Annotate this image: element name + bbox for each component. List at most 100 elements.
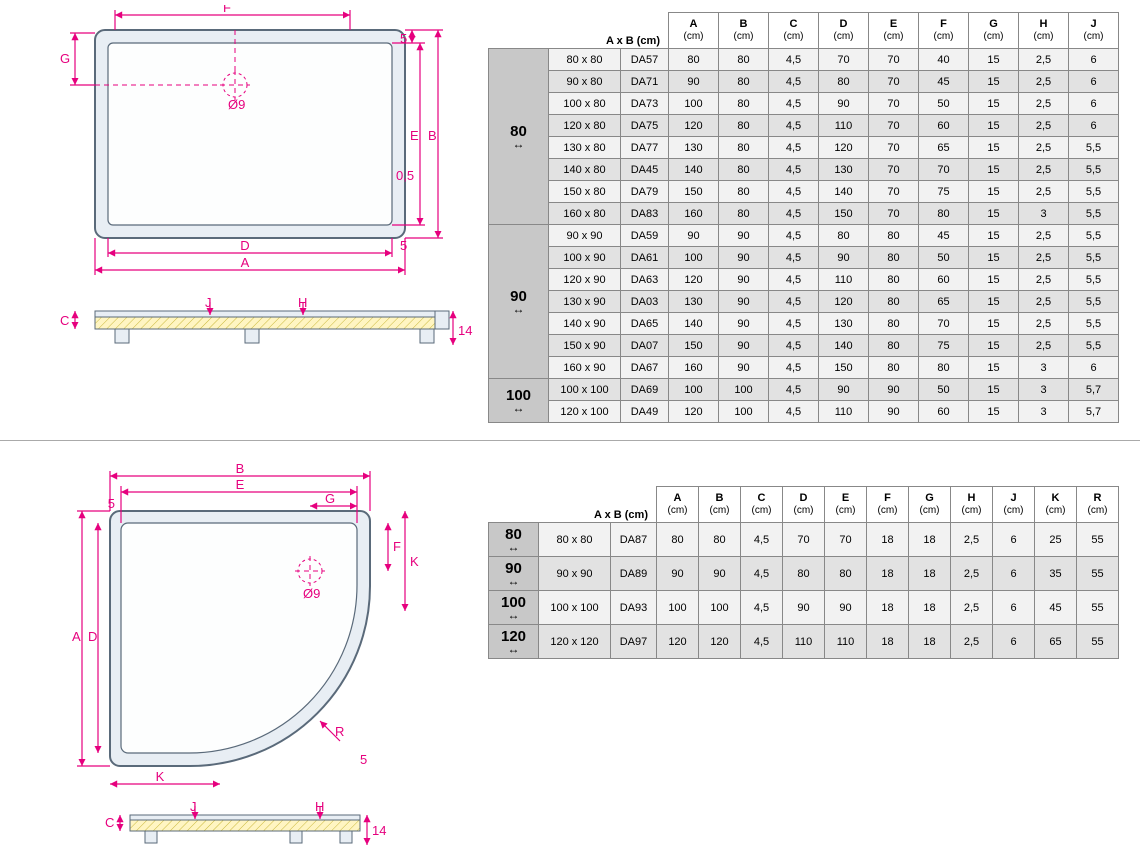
value-cell: 5,5 (1069, 335, 1119, 357)
col-header: G(cm) (909, 487, 951, 523)
value-cell: 80 (919, 357, 969, 379)
value-cell: 2,5 (1019, 225, 1069, 247)
value-cell: 6 (1069, 93, 1119, 115)
value-cell: 2,5 (1019, 181, 1069, 203)
value-cell: 80 (869, 291, 919, 313)
value-cell: 6 (1069, 49, 1119, 71)
value-cell: 60 (919, 401, 969, 423)
value-cell: 4,5 (741, 625, 783, 659)
code-cell: DA65 (621, 313, 669, 335)
svg-text:5: 5 (400, 238, 407, 253)
value-cell: 4,5 (769, 93, 819, 115)
col-header: G(cm) (969, 13, 1019, 49)
svg-text:B: B (428, 128, 437, 143)
value-cell: 15 (969, 335, 1019, 357)
value-cell: 140 (819, 335, 869, 357)
value-cell: 2,5 (1019, 247, 1069, 269)
value-cell: 45 (1035, 591, 1077, 625)
dim-cell: 160 x 90 (549, 357, 621, 379)
group-cell: 80↔ (489, 49, 549, 225)
code-cell: DA03 (621, 291, 669, 313)
dim-cell: 160 x 80 (549, 203, 621, 225)
dim-cell: 90 x 90 (549, 225, 621, 247)
group-cell: 80↔ (489, 523, 539, 557)
dim-cell: 100 x 100 (549, 379, 621, 401)
value-cell: 25 (1035, 523, 1077, 557)
value-cell: 5,5 (1069, 291, 1119, 313)
value-cell: 15 (969, 357, 1019, 379)
value-cell: 75 (919, 181, 969, 203)
col-header: J(cm) (1069, 13, 1119, 49)
dim-cell: 140 x 90 (549, 313, 621, 335)
code-cell: DA89 (611, 557, 657, 591)
value-cell: 80 (719, 49, 769, 71)
value-cell: 4,5 (741, 557, 783, 591)
svg-text:Ø9: Ø9 (303, 586, 320, 601)
col-header: H(cm) (951, 487, 993, 523)
value-cell: 40 (919, 49, 969, 71)
value-cell: 15 (969, 159, 1019, 181)
dim-cell: 120 x 90 (549, 269, 621, 291)
value-cell: 70 (869, 71, 919, 93)
svg-text:D: D (88, 629, 97, 644)
svg-text:F: F (223, 5, 231, 15)
value-cell: 70 (869, 137, 919, 159)
value-cell: 4,5 (769, 269, 819, 291)
value-cell: 15 (969, 291, 1019, 313)
value-cell: 4,5 (769, 379, 819, 401)
code-cell: DA59 (621, 225, 669, 247)
value-cell: 5,5 (1069, 313, 1119, 335)
value-cell: 15 (969, 379, 1019, 401)
value-cell: 70 (869, 93, 919, 115)
value-cell: 2,5 (1019, 313, 1069, 335)
value-cell: 4,5 (741, 591, 783, 625)
value-cell: 80 (869, 335, 919, 357)
value-cell: 2,5 (1019, 335, 1069, 357)
code-cell: DA07 (621, 335, 669, 357)
value-cell: 2,5 (1019, 71, 1069, 93)
col-header: E(cm) (825, 487, 867, 523)
col-header: C(cm) (769, 13, 819, 49)
value-cell: 90 (669, 71, 719, 93)
value-cell: 4,5 (769, 203, 819, 225)
value-cell: 4,5 (769, 357, 819, 379)
dim-cell: 150 x 90 (549, 335, 621, 357)
code-cell: DA71 (621, 71, 669, 93)
value-cell: 100 (669, 247, 719, 269)
value-cell: 2,5 (1019, 269, 1069, 291)
value-cell: 80 (719, 137, 769, 159)
value-cell: 90 (719, 291, 769, 313)
value-cell: 90 (819, 247, 869, 269)
dim-cell: 90 x 80 (549, 71, 621, 93)
value-cell: 70 (869, 115, 919, 137)
value-cell: 6 (993, 557, 1035, 591)
col-header: K(cm) (1035, 487, 1077, 523)
value-cell: 55 (1077, 591, 1119, 625)
value-cell: 90 (669, 225, 719, 247)
value-cell: 2,5 (1019, 291, 1069, 313)
group-cell: 100↔ (489, 591, 539, 625)
code-cell: DA45 (621, 159, 669, 181)
value-cell: 110 (819, 115, 869, 137)
code-cell: DA73 (621, 93, 669, 115)
value-cell: 5,5 (1069, 269, 1119, 291)
value-cell: 4,5 (769, 115, 819, 137)
value-cell: 15 (969, 247, 1019, 269)
value-cell: 100 (657, 591, 699, 625)
svg-text:G: G (60, 51, 70, 66)
value-cell: 150 (669, 181, 719, 203)
value-cell: 80 (869, 357, 919, 379)
value-cell: 18 (909, 557, 951, 591)
group-cell: 90↔ (489, 557, 539, 591)
value-cell: 120 (669, 115, 719, 137)
value-cell: 65 (1035, 625, 1077, 659)
value-cell: 2,5 (1019, 93, 1069, 115)
dim-cell: 120 x 100 (549, 401, 621, 423)
value-cell: 4,5 (769, 225, 819, 247)
code-cell: DA79 (621, 181, 669, 203)
value-cell: 35 (1035, 557, 1077, 591)
dim-cell: 100 x 100 (539, 591, 611, 625)
value-cell: 130 (819, 313, 869, 335)
value-cell: 4,5 (769, 159, 819, 181)
value-cell: 80 (825, 557, 867, 591)
